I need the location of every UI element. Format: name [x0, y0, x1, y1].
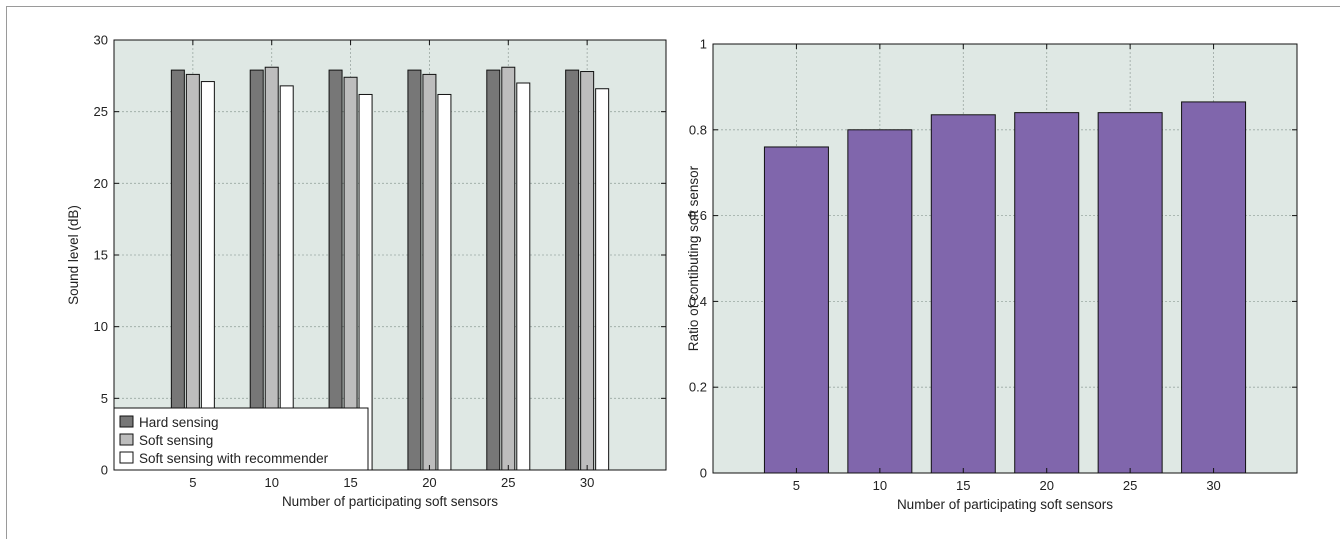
x-tick-labels: 5 10 15 20 25 30: [189, 475, 594, 490]
x-tick-label: 15: [956, 478, 970, 493]
plot-border: [712, 43, 1298, 474]
y-tick-label: 0.4: [689, 294, 707, 309]
x-tick-label: 10: [264, 475, 278, 490]
legend-label-soft-sensing: Soft sensing: [139, 433, 213, 448]
x-tick-label: 10: [873, 478, 887, 493]
bar-hard-sensing-30: [565, 69, 580, 471]
contributing-ratio-chart: 5 10 15 20 25 30 0 0.2 0.4 0.6 0.8 1 Number of par…: [686, 37, 1298, 512]
bar-soft-sensing-30: [580, 71, 595, 471]
y-tick-labels: 0 0.2 0.4 0.6 0.8 1: [689, 37, 707, 481]
y-tick-label: 5: [101, 391, 108, 406]
x-tick-label: 20: [1039, 478, 1053, 493]
legend-swatch-soft-sensing: [119, 433, 134, 446]
ticks: [713, 43, 1297, 474]
legend-swatch-soft-sensing-recommender: [119, 451, 134, 464]
x-tick-label: 5: [793, 478, 800, 493]
legend-box: [113, 407, 369, 471]
bar-hard-sensing-20: [407, 69, 422, 471]
bar-series-25: [1097, 112, 1163, 474]
bar-series-15: [930, 114, 996, 474]
bars: [170, 66, 610, 471]
legend-label-hard-sensing: Hard sensing: [139, 415, 219, 430]
bar-soft-sensing-with-recommender-20: [437, 93, 452, 471]
y-tick-label: 0.6: [689, 208, 707, 223]
legend-label-soft-sensing-recommender: Soft sensing with recommender: [139, 451, 329, 466]
legend: Hard sensing Soft sensing Soft sensing w…: [113, 407, 369, 471]
y-tick-label: 1: [700, 37, 707, 52]
bar-soft-sensing-with-recommender-25: [516, 82, 531, 471]
y-axis-label: Sound level (dB): [66, 205, 81, 305]
ticks: [114, 39, 666, 471]
y-tick-label: 30: [94, 33, 108, 48]
y-tick-label: 25: [94, 104, 108, 119]
x-axis-label: Number of participating soft sensors: [897, 497, 1113, 512]
x-axis-label: Number of participating soft sensors: [282, 494, 498, 509]
y-tick-label: 20: [94, 176, 108, 191]
bar-soft-sensing-20: [422, 73, 437, 471]
bar-series-10: [847, 129, 913, 474]
x-tick-label: 5: [189, 475, 196, 490]
x-tick-label: 25: [1123, 478, 1137, 493]
sound-level-chart: 5 10 15 20 25 30 0 5 10 15 20 25 30 Number of parti…: [66, 33, 667, 509]
y-tick-label: 0.8: [689, 122, 707, 137]
y-tick-label: 15: [94, 248, 108, 263]
bar-soft-sensing-with-recommender-30: [595, 88, 610, 471]
bar-hard-sensing-25: [486, 69, 501, 471]
x-tick-label: 15: [343, 475, 357, 490]
y-tick-label: 10: [94, 319, 108, 334]
bar-series-30: [1181, 101, 1247, 474]
bar-series-5: [763, 146, 829, 474]
x-tick-label: 25: [501, 475, 515, 490]
bar-series-20: [1014, 112, 1080, 474]
x-tick-label: 30: [1206, 478, 1220, 493]
x-tick-labels: 5 10 15 20 25 30: [793, 478, 1221, 493]
y-tick-label: 0: [700, 466, 707, 481]
y-axis-label: Ratio of contibuting soft sensor: [686, 165, 701, 351]
y-tick-label: 0: [101, 463, 108, 478]
x-tick-label: 30: [580, 475, 594, 490]
x-tick-label: 20: [422, 475, 436, 490]
legend-swatch-hard-sensing: [119, 415, 134, 428]
figure-frame: [6, 6, 1340, 539]
bar-soft-sensing-25: [501, 66, 516, 471]
y-tick-label: 0.2: [689, 380, 707, 395]
y-tick-labels: 0 5 10 15 20 25 30: [94, 33, 108, 478]
